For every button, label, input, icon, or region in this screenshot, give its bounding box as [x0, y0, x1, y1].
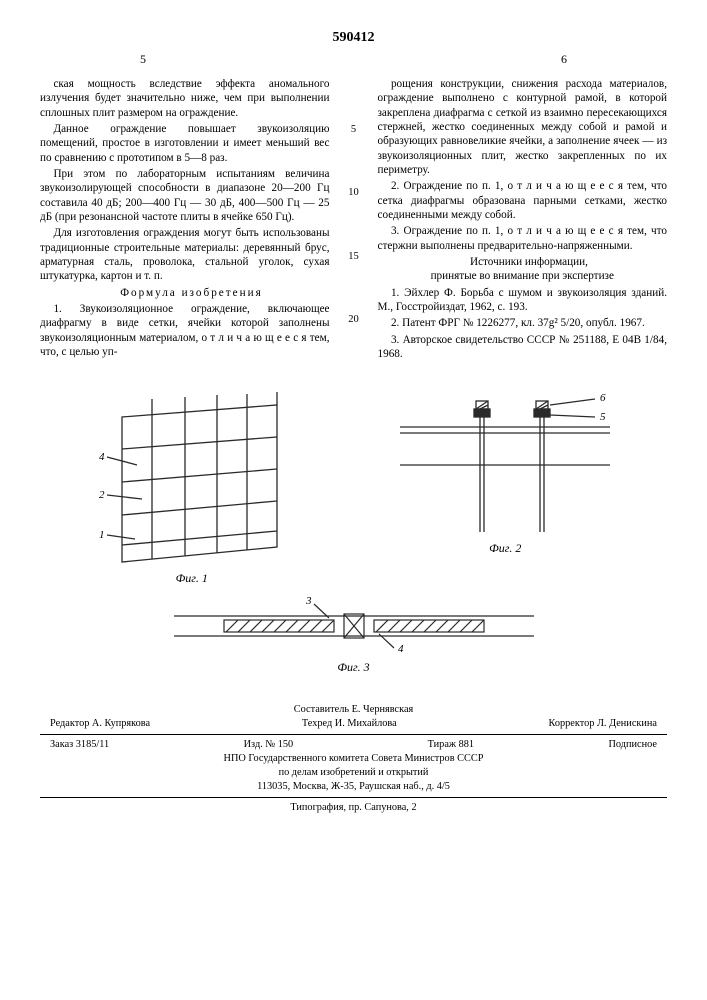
callout-4b: 4 — [398, 643, 404, 655]
addr: 113035, Москва, Ж-35, Раушская наб., д. … — [40, 780, 667, 794]
line-markers: 5 10 15 20 — [346, 77, 362, 363]
figure-3: 3 4 Фиг. 3 — [40, 596, 667, 675]
typo: Типография, пр. Сапунова, 2 — [40, 801, 667, 815]
line-marker: 5 — [351, 123, 356, 136]
page-num-left: 5 — [140, 52, 146, 67]
left-column: ская мощность вследствие эффекта аномаль… — [40, 77, 330, 363]
patent-page: 590412 5 6 ская мощность вследствие эффе… — [0, 0, 707, 834]
line-marker: 15 — [348, 250, 359, 263]
tirazh: Тираж 881 — [428, 738, 474, 752]
para: 2. Патент ФРГ № 1226277, кл. 37g² 5/20, … — [378, 316, 668, 330]
org1: НПО Государственного комитета Совета Мин… — [40, 752, 667, 766]
para: При этом по лабораторным испытаниям вели… — [40, 167, 330, 224]
figure-row-1: 4 2 1 Фиг. 1 — [40, 387, 667, 586]
para: ская мощность вследствие эффекта аномаль… — [40, 77, 330, 120]
techred: Техред И. Михайлова — [302, 717, 397, 731]
right-column: рощения конструкции, снижения расхода ма… — [378, 77, 668, 363]
org2: по делам изобретений и открытий — [40, 766, 667, 780]
para: 1. Звукоизоляционное ограждение, включаю… — [40, 302, 330, 359]
footer-block: Составитель Е. Чернявская Редактор А. Ку… — [40, 703, 667, 814]
divider — [40, 797, 667, 798]
divider — [40, 734, 667, 735]
callout-1: 1 — [99, 529, 105, 541]
fig2-svg: 6 5 — [390, 387, 620, 537]
izd: Изд. № 150 — [244, 738, 294, 752]
callout-6: 6 — [600, 392, 606, 404]
line-marker: 20 — [348, 313, 359, 326]
compiler: Составитель Е. Чернявская — [40, 703, 667, 717]
callout-5: 5 — [600, 411, 606, 423]
para: 3. Ограждение по п. 1, о т л и ч а ю щ е… — [378, 224, 668, 253]
text-columns: ская мощность вследствие эффекта аномаль… — [40, 77, 667, 363]
fig3-label: Фиг. 3 — [337, 660, 369, 675]
corrector: Корректор Л. Денискина — [548, 717, 657, 731]
callout-3: 3 — [305, 596, 312, 607]
para: 3. Авторское свидетельство СССР № 251188… — [378, 333, 668, 362]
page-num-right: 6 — [561, 52, 567, 67]
fig2-label: Фиг. 2 — [390, 541, 620, 556]
figure-1: 4 2 1 Фиг. 1 — [87, 387, 297, 586]
fig1-label: Фиг. 1 — [87, 571, 297, 586]
footer-staff-row: Редактор А. Купрякова Техред И. Михайлов… — [40, 717, 667, 731]
fig1-svg: 4 2 1 — [87, 387, 297, 567]
editor: Редактор А. Купрякова — [50, 717, 150, 731]
figure-2: 6 5 Фиг. 2 — [390, 387, 620, 556]
line-marker: 10 — [348, 186, 359, 199]
document-number: 590412 — [40, 30, 667, 46]
para: 2. Ограждение по п. 1, о т л и ч а ю щ е… — [378, 179, 668, 222]
page-numbers: 5 6 — [140, 52, 567, 67]
sub: Подписное — [609, 738, 657, 752]
para: 1. Эйхлер Ф. Борьба с шумом и звукоизоля… — [378, 286, 668, 315]
formula-title: Формула изобретения — [40, 286, 330, 300]
sources-title: Источники информации, принятые во вниман… — [378, 255, 668, 284]
figures-block: 4 2 1 Фиг. 1 — [40, 387, 667, 675]
order: Заказ 3185/11 — [50, 738, 109, 752]
footer-order-row: Заказ 3185/11 Изд. № 150 Тираж 881 Подпи… — [40, 738, 667, 752]
callout-4: 4 — [99, 451, 105, 463]
callout-2: 2 — [99, 489, 105, 501]
fig3-svg: 3 4 — [164, 596, 544, 656]
para: рощения конструкции, снижения расхода ма… — [378, 77, 668, 177]
para: Для изготовления ограждения могут быть и… — [40, 226, 330, 283]
para: Данное ограждение повышает звукоизоляцию… — [40, 122, 330, 165]
